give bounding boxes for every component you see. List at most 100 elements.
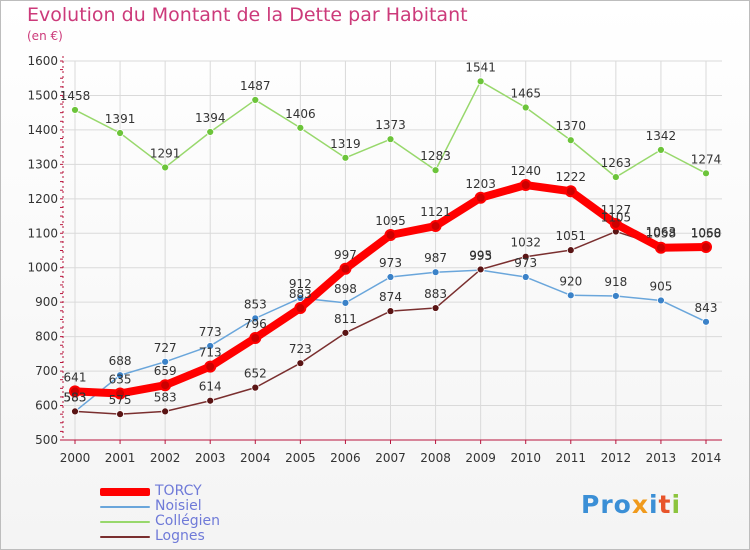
chart-legend: TORCY Noisiel Collégien Lognes (100, 484, 220, 544)
data-point-collegien (657, 145, 665, 154)
data-label-lognes: 583 (154, 390, 177, 404)
data-label-collegien: 1319 (330, 137, 361, 151)
data-point-torcy (654, 241, 667, 254)
data-label-torcy: 1127 (601, 203, 632, 217)
data-label-collegien: 1541 (465, 60, 496, 74)
data-point-collegien (296, 123, 305, 132)
data-label-lognes: 583 (64, 390, 87, 404)
data-point-noisiel (161, 357, 170, 366)
data-label-noisiel: 773 (199, 325, 222, 339)
data-label-lognes: 995 (469, 248, 492, 262)
data-label-collegien: 1274 (691, 152, 722, 166)
data-point-collegien (521, 103, 530, 112)
axis-layer: 5006007008009001000110012001300140015001… (27, 54, 722, 465)
data-point-collegien (702, 169, 710, 178)
data-point-noisiel (341, 298, 350, 307)
legend-label: TORCY (155, 483, 202, 499)
data-label-collegien: 1370 (556, 119, 587, 133)
data-label-noisiel: 987 (424, 251, 447, 265)
logo-part-5: i (671, 490, 682, 519)
data-label-torcy: 659 (154, 364, 177, 378)
data-point-torcy (700, 241, 712, 254)
y-tick-label: 800 (35, 330, 58, 344)
data-point-torcy (339, 262, 352, 275)
y-tick-label: 1400 (27, 123, 58, 137)
data-label-torcy: 1058 (646, 227, 677, 241)
proxiti-logo: Proxiti (581, 490, 681, 519)
data-label-lognes: 1063 (646, 225, 677, 239)
data-label-torcy: 1095 (375, 214, 406, 228)
data-label-lognes: 1051 (556, 229, 587, 243)
legend-label: Collégien (155, 513, 220, 529)
data-label-torcy: 997 (334, 248, 357, 262)
data-label-torcy: 1060 (691, 226, 722, 240)
data-point-lognes (341, 328, 350, 337)
logo-part-2: x (631, 490, 649, 519)
data-label-layer: 641 635 659 713 796 883 997 1095 1121 1203 1240 122… (60, 60, 722, 407)
data-point-collegien (71, 106, 79, 114)
data-point-torcy (114, 387, 127, 400)
chart-title: Evolution du Montant de la Dette par Hab… (27, 4, 468, 26)
data-point-torcy (159, 379, 172, 392)
data-point-noisiel (611, 292, 620, 300)
data-point-noisiel (116, 371, 124, 380)
data-point-torcy (204, 360, 217, 373)
y-tick-label: 1500 (27, 88, 58, 102)
data-label-noisiel: 973 (514, 256, 537, 270)
data-label-torcy: 1203 (465, 177, 496, 191)
data-point-lognes (206, 396, 215, 405)
x-tick-label: 2002 (150, 451, 181, 465)
data-point-noisiel (566, 291, 575, 300)
data-point-torcy (294, 302, 307, 315)
data-point-torcy (474, 191, 487, 204)
data-point-torcy (69, 385, 81, 398)
x-tick-label: 2010 (510, 451, 541, 465)
data-label-noisiel: 727 (154, 341, 177, 355)
x-tick-label: 2005 (285, 451, 316, 465)
data-label-noisiel: 912 (289, 277, 312, 291)
data-point-collegien (206, 128, 215, 136)
y-tick-label: 700 (35, 364, 58, 378)
legend-label: Lognes (155, 528, 205, 544)
data-label-torcy: 713 (199, 346, 222, 360)
x-tick-label: 2004 (240, 451, 271, 465)
data-point-torcy (609, 217, 622, 230)
data-point-noisiel (431, 268, 440, 277)
data-point-collegien (566, 136, 575, 145)
x-tick-label: 2007 (375, 451, 406, 465)
data-label-collegien: 1342 (646, 129, 677, 143)
y-tick-label: 1200 (27, 192, 58, 206)
data-label-collegien: 1465 (510, 87, 541, 101)
legend-swatch (100, 487, 150, 496)
y-tick-label: 1300 (27, 157, 58, 171)
data-label-noisiel: 920 (559, 274, 582, 288)
data-point-torcy (564, 185, 577, 198)
data-point-noisiel (296, 294, 305, 302)
logo-part-4: t (658, 490, 672, 519)
x-tick-label: 2009 (465, 451, 496, 465)
data-label-noisiel: 993 (469, 249, 492, 263)
data-point-torcy (384, 228, 397, 241)
data-label-collegien: 1373 (375, 118, 406, 132)
legend-item: Noisiel (100, 499, 220, 514)
chart-subtitle: (en €) (27, 29, 63, 43)
legend-swatch (100, 535, 150, 538)
data-point-noisiel (521, 273, 530, 281)
data-label-lognes: 723 (289, 342, 312, 356)
x-tick-label: 2012 (601, 451, 632, 465)
legend-swatch (100, 505, 150, 508)
data-label-lognes: 1105 (601, 211, 632, 225)
data-point-lognes (476, 265, 485, 274)
logo-part-1: Pro (581, 490, 632, 519)
data-label-lognes: 874 (379, 290, 402, 304)
data-point-collegien (251, 96, 260, 104)
x-tick-label: 2000 (60, 451, 91, 465)
data-label-collegien: 1406 (285, 107, 316, 121)
data-label-collegien: 1394 (195, 111, 226, 125)
data-point-noisiel (206, 342, 215, 350)
data-point-noisiel (251, 314, 260, 323)
grid-layer (63, 60, 722, 441)
data-point-lognes (386, 307, 395, 316)
